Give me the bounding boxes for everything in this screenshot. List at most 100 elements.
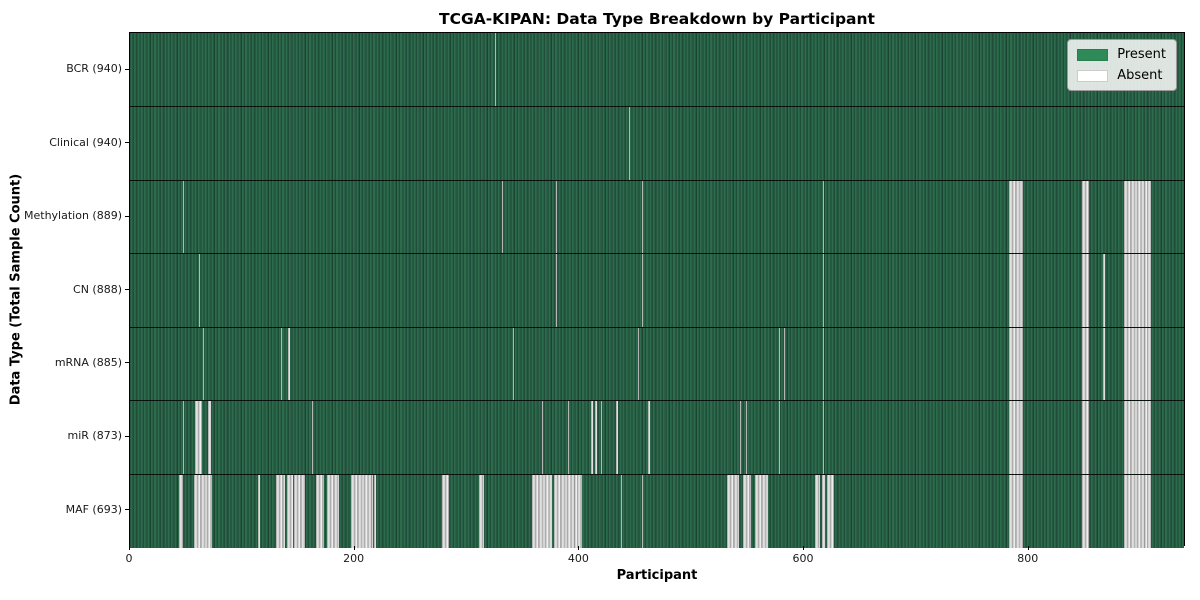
xtick-label-600: 600: [792, 552, 814, 565]
absent-segment: [743, 474, 752, 548]
ytick-mark: [125, 215, 129, 217]
absent-segment: [495, 33, 497, 107]
xtick-mark: [578, 546, 580, 550]
absent-segment: [555, 180, 557, 255]
absent-segment: [442, 474, 450, 548]
absent-segment: [642, 180, 644, 255]
absent-segment: [258, 474, 261, 548]
legend-swatch-present-icon: [1077, 48, 1109, 61]
absent-segment: [1008, 254, 1024, 328]
absent-segment: [532, 474, 553, 548]
absent-segment: [1081, 401, 1090, 475]
absent-segment: [194, 474, 212, 548]
absent-segment: [182, 401, 184, 475]
xtick-mark: [1027, 546, 1029, 550]
xtick-label-200: 200: [343, 552, 365, 565]
absent-segment: [823, 401, 825, 475]
ytick-mark: [125, 362, 129, 364]
absent-segment: [513, 327, 515, 402]
absent-segment: [620, 474, 623, 548]
absent-segment: [294, 474, 306, 548]
ytick-label-bcr: BCR (940): [66, 62, 122, 76]
absent-segment: [1102, 327, 1106, 402]
row-maf: [130, 473, 1184, 548]
legend-label-present: Present: [1117, 47, 1166, 62]
absent-segment: [326, 474, 339, 548]
absent-segment: [287, 474, 293, 548]
absent-segment: [1008, 474, 1024, 548]
absent-segment: [1081, 474, 1090, 548]
ytick-mark: [125, 68, 129, 70]
absent-segment: [1124, 327, 1152, 402]
ytick-mark: [125, 509, 129, 511]
absent-segment: [1124, 254, 1152, 328]
absent-segment: [179, 474, 183, 548]
ytick-mark: [125, 142, 129, 144]
absent-segment: [590, 401, 593, 475]
absent-segment: [745, 401, 747, 475]
absent-segment: [616, 401, 618, 475]
absent-segment: [351, 474, 373, 548]
absent-segment: [316, 474, 325, 548]
row-cn: [130, 253, 1184, 328]
ytick-label-mrna: mRNA (885): [54, 355, 122, 369]
absent-segment: [280, 327, 282, 402]
absent-segment: [740, 401, 742, 475]
absent-segment: [479, 474, 484, 548]
row-bcr: [130, 33, 1184, 107]
absent-segment: [553, 474, 582, 548]
absent-segment: [1008, 327, 1024, 402]
xtick-mark: [803, 546, 805, 550]
absent-segment: [815, 474, 820, 548]
ytick-mark: [125, 289, 129, 290]
chart-title: TCGA-KIPAN: Data Type Breakdown by Parti…: [439, 10, 875, 28]
ytick-label-mir: miR (873): [67, 429, 123, 443]
absent-segment: [207, 401, 211, 475]
absent-segment: [779, 401, 781, 475]
absent-segment: [628, 107, 630, 181]
absent-segment: [642, 474, 644, 548]
xtick-label-400: 400: [567, 552, 589, 565]
plot-area: Present Absent: [129, 32, 1185, 548]
absent-segment: [823, 327, 825, 402]
absent-segment: [1081, 180, 1090, 255]
absent-segment: [822, 474, 826, 548]
xtick-label-0: 0: [125, 552, 133, 565]
absent-segment: [823, 180, 825, 255]
xtick-mark: [353, 546, 355, 550]
row-methylation: [130, 179, 1184, 255]
absent-segment: [1124, 180, 1152, 255]
absent-segment: [198, 254, 200, 328]
absent-segment: [600, 401, 602, 475]
absent-segment: [501, 180, 503, 255]
row-clinical: [130, 106, 1184, 181]
absent-segment: [1102, 254, 1106, 328]
absent-segment: [288, 327, 290, 402]
ytick-label-maf: MAF (693): [65, 502, 122, 516]
absent-segment: [1124, 401, 1152, 475]
legend-item-absent: Absent: [1077, 68, 1166, 83]
row-mrna: [130, 326, 1184, 402]
absent-segment: [754, 474, 769, 548]
xtick-label-800: 800: [1017, 552, 1039, 565]
absent-segment: [1081, 327, 1090, 402]
absent-segment: [1008, 180, 1024, 255]
absent-segment: [726, 474, 739, 548]
absent-segment: [568, 401, 570, 475]
ytick-label-methylation: Methylation (889): [24, 209, 122, 223]
ytick-label-clinical: Clinical (940): [49, 135, 122, 149]
absent-segment: [182, 180, 184, 255]
absent-segment: [195, 401, 202, 475]
absent-segment: [1008, 401, 1024, 475]
absent-segment: [555, 254, 557, 328]
absent-segment: [1081, 254, 1090, 328]
ytick-mark: [125, 435, 129, 437]
absent-segment: [823, 254, 825, 328]
absent-segment: [783, 327, 785, 402]
x-axis-label: Participant: [616, 568, 698, 583]
absent-segment: [642, 254, 644, 328]
absent-segment: [779, 327, 781, 402]
row-mir: [130, 400, 1184, 475]
absent-segment: [637, 327, 639, 402]
